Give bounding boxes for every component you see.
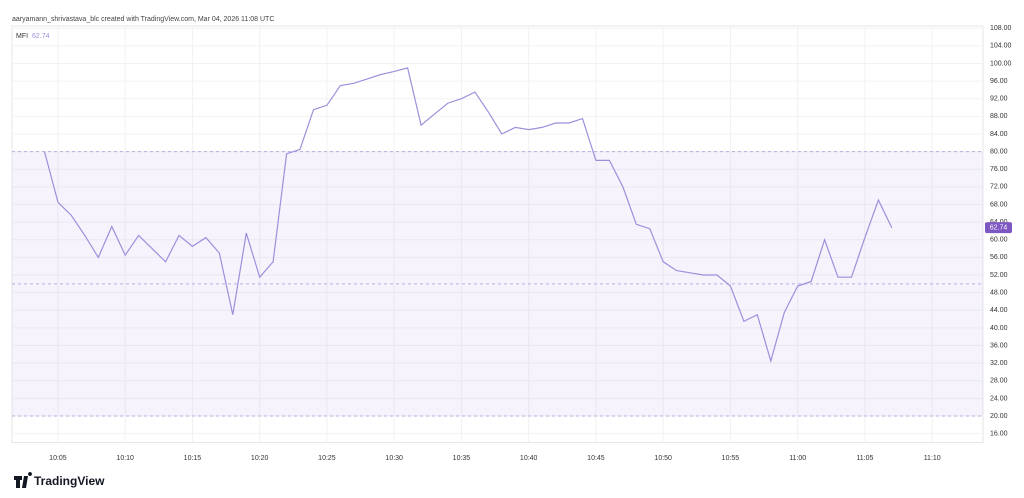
y-tick-label: 104.00 <box>990 43 1012 50</box>
x-tick-label: 10:15 <box>184 455 202 462</box>
y-tick-label: 68.00 <box>990 201 1008 208</box>
y-tick-label: 88.00 <box>990 113 1008 120</box>
y-tick-label: 32.00 <box>990 360 1008 367</box>
y-tick-label: 16.00 <box>990 431 1008 438</box>
y-tick-label: 76.00 <box>990 166 1008 173</box>
brand-name: TradingView <box>34 474 105 488</box>
y-tick-label: 84.00 <box>990 131 1008 138</box>
logo-icon <box>14 472 33 488</box>
x-tick-label: 10:05 <box>49 455 67 462</box>
legend-value: 62.74 <box>32 33 50 40</box>
x-tick-label: 11:05 <box>856 455 873 462</box>
x-tick-label: 10:45 <box>587 455 605 462</box>
x-tick-label: 10:35 <box>453 455 471 462</box>
y-tick-label: 80.00 <box>990 148 1008 155</box>
plot-frame <box>11 25 984 443</box>
y-tick-label: 52.00 <box>990 272 1008 279</box>
y-tick-label: 100.00 <box>990 60 1012 67</box>
y-tick-label: 60.00 <box>990 237 1008 244</box>
x-tick-label: 10:20 <box>251 455 269 462</box>
last-value-badge <box>985 222 1012 234</box>
y-tick-label: 72.00 <box>990 184 1008 191</box>
y-tick-label: 20.00 <box>990 413 1008 420</box>
y-tick-label: 28.00 <box>990 378 1008 385</box>
y-tick-label: 56.00 <box>990 254 1008 261</box>
x-tick-label: 10:40 <box>520 455 538 462</box>
last-value-label: 62.74 <box>990 225 1008 232</box>
band-fill <box>12 151 983 417</box>
x-tick-label: 10:30 <box>385 455 403 462</box>
y-tick-label: 48.00 <box>990 289 1008 296</box>
y-tick-label: 108.00 <box>990 25 1012 32</box>
x-tick-label: 11:00 <box>789 455 806 462</box>
x-tick-label: 10:10 <box>116 455 134 462</box>
y-tick-label: 96.00 <box>990 78 1008 85</box>
legend-name: MFI <box>16 33 28 40</box>
x-tick-label: 11:10 <box>924 455 941 462</box>
y-tick-label: 44.00 <box>990 307 1008 314</box>
brand-logo: TradingView <box>14 472 105 488</box>
y-tick-label: 36.00 <box>990 342 1008 349</box>
x-tick-label: 10:50 <box>654 455 672 462</box>
x-tick-label: 10:55 <box>722 455 740 462</box>
y-tick-label: 24.00 <box>990 395 1008 402</box>
y-tick-label: 40.00 <box>990 325 1008 332</box>
x-tick-label: 10:25 <box>318 455 336 462</box>
header-text: aaryamann_shrivastava_blc created with T… <box>12 16 274 23</box>
series-line <box>43 67 893 364</box>
y-tick-label: 92.00 <box>990 96 1008 103</box>
